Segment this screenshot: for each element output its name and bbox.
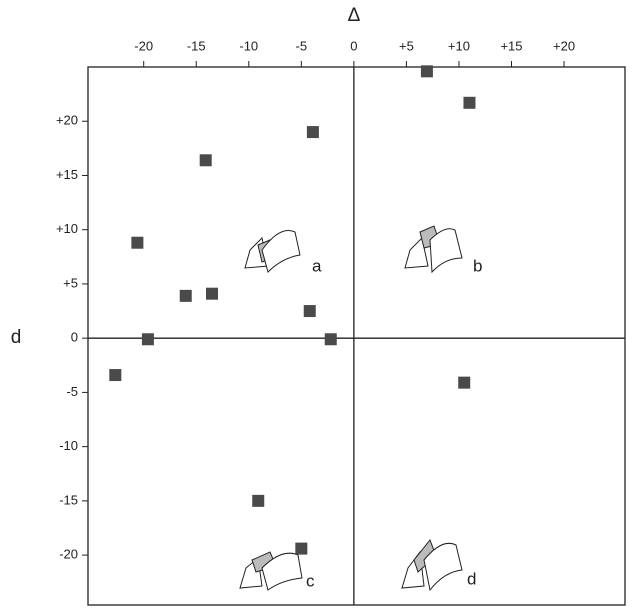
- x-tick-label: -10: [239, 38, 258, 53]
- x-tick-label: +5: [399, 38, 414, 53]
- x-tick-label: 0: [350, 38, 357, 53]
- x-axis-label: Δ: [348, 5, 361, 26]
- quadrant-label: c: [306, 571, 315, 590]
- x-tick-label: -5: [296, 38, 308, 53]
- point: [131, 237, 143, 249]
- quadrant-label: a: [312, 256, 322, 275]
- y-tick-label: -5: [66, 384, 78, 399]
- x-tick-label: +10: [448, 38, 470, 53]
- point: [458, 377, 470, 389]
- quadrant-label: b: [473, 256, 482, 275]
- quadrant-label: d: [467, 569, 476, 588]
- point: [109, 369, 121, 381]
- sketch: [240, 226, 462, 590]
- x-tick-label: +15: [500, 38, 522, 53]
- chart: Δ d a b c d -20 -15 -10 -5 0 +5 +10 +15 +20 +20 +1…: [0, 0, 632, 613]
- y-tick-label: 0: [71, 330, 78, 345]
- y-tick-label: -10: [59, 438, 78, 453]
- y-tick-label: +15: [56, 167, 78, 182]
- point: [421, 65, 433, 77]
- plot-frame: [88, 67, 625, 605]
- y-tick-label: +5: [63, 275, 78, 290]
- x-tick-label: -15: [187, 38, 206, 53]
- y-axis-label: d: [11, 327, 22, 348]
- point: [252, 495, 264, 507]
- point: [206, 288, 218, 300]
- y-tick-label: -20: [59, 547, 78, 562]
- point: [325, 333, 337, 345]
- point: [180, 290, 192, 302]
- x-tick-label: -20: [134, 38, 153, 53]
- point: [295, 543, 307, 555]
- y-tick-label: +10: [56, 221, 78, 236]
- y-tick-label: +20: [56, 113, 78, 128]
- point: [307, 126, 319, 138]
- point: [200, 154, 212, 166]
- x-tick-label: +20: [553, 38, 575, 53]
- point: [463, 97, 475, 109]
- y-tick-label: -15: [59, 492, 78, 507]
- point: [142, 333, 154, 345]
- point: [304, 305, 316, 317]
